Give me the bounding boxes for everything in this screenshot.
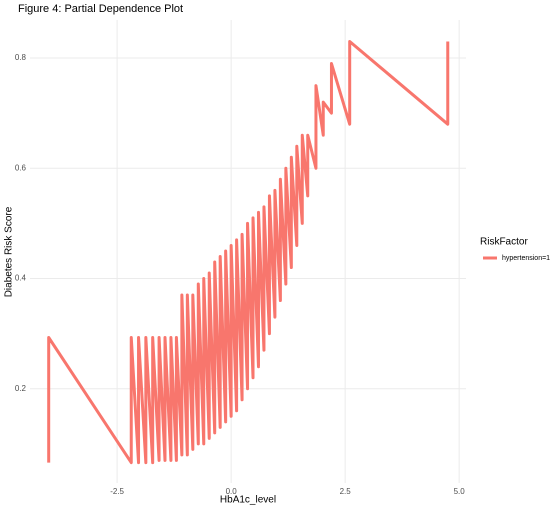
x-tick-label: 0.0 — [226, 487, 238, 496]
legend: RiskFactor hypertension=1 — [480, 237, 550, 262]
y-tick-label: 0.6 — [15, 163, 27, 172]
y-tick-label: 0.4 — [15, 274, 27, 283]
x-tick-label: 2.5 — [340, 487, 352, 496]
y-tick-label: 0.2 — [15, 384, 27, 393]
plot-area — [47, 40, 450, 465]
x-tick-label: 5.0 — [454, 487, 466, 496]
line — [47, 40, 450, 465]
chart-title: Figure 4: Partial Dependence Plot — [18, 3, 183, 15]
x-tick-label: -2.5 — [110, 487, 124, 496]
y-axis-label: Diabetes Risk Score — [4, 206, 15, 297]
legend-label: hypertension=1 — [502, 255, 550, 262]
legend-title: RiskFactor — [480, 237, 528, 248]
x-axis-label: HbA1c_level — [220, 495, 276, 506]
y-tick-label: 0.8 — [15, 53, 27, 62]
grid: -2.5 0.0 2.5 5.0 0.2 0.4 0.6 0.8 — [15, 20, 466, 496]
